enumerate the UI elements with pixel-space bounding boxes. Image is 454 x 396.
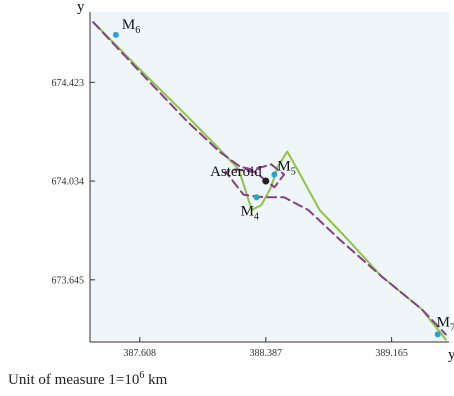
y-tick-label: 673.645	[52, 275, 85, 286]
x-tick-label: 389.165	[375, 348, 408, 359]
x-axis-label: y	[448, 347, 454, 363]
y-axis-label: y	[77, 0, 85, 15]
point-m6-marker	[113, 32, 119, 38]
asteroid-label: Asteroid	[210, 164, 262, 180]
point-m7-marker	[435, 331, 441, 337]
unit-note-prefix: Unit of measure 1=10	[8, 372, 139, 388]
y-tick-label: 674.423	[52, 78, 85, 89]
unit-note-suffix: km	[144, 372, 167, 388]
y-tick-label: 674.034	[52, 177, 85, 188]
x-tick-label: 387.608	[124, 348, 157, 359]
plot-area	[90, 12, 449, 342]
x-tick-label: 388.387	[250, 348, 283, 359]
point-m4-marker	[254, 194, 260, 200]
unit-note: Unit of measure 1=106 km	[8, 370, 167, 389]
asteroid-marker	[262, 178, 269, 185]
